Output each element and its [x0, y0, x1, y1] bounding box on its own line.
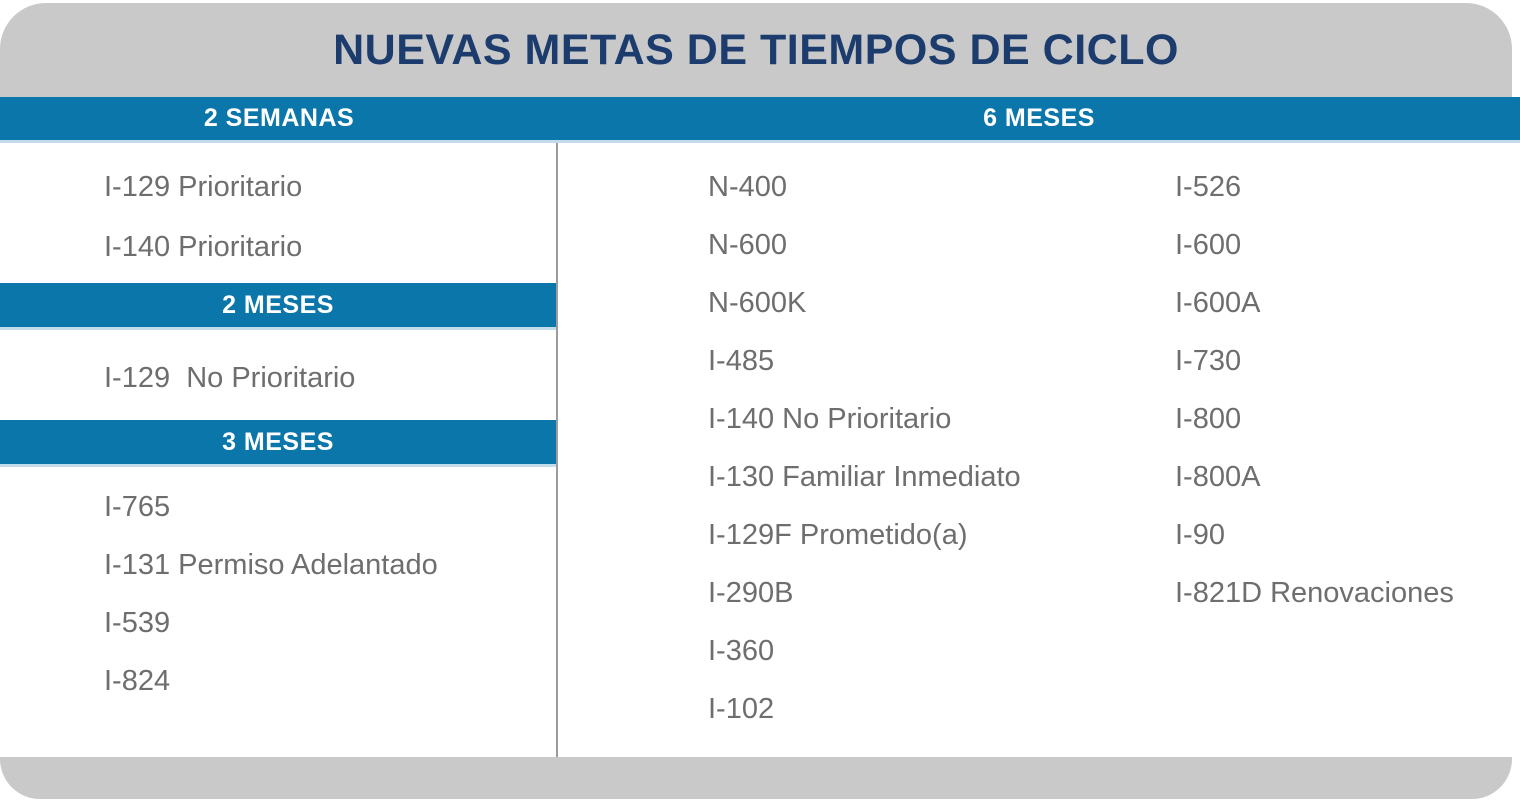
list-item: N-400 [708, 170, 787, 203]
section-bar-2-meses: 2 MESES [0, 283, 556, 330]
spacer [0, 143, 556, 157]
list-item: I-539 [104, 606, 171, 639]
list-item: N-600 [708, 228, 787, 261]
list-item: I-360 [708, 634, 775, 667]
list-item: I-140 No Prioritario [708, 402, 952, 435]
header-6-meses: 6 MESES [983, 104, 1095, 132]
spacer [0, 330, 556, 348]
six-month-column-1: N-400 N-600 N-600K I-485 I-140 No Priori… [558, 143, 1039, 757]
list-item: I-526 [1175, 170, 1242, 203]
list-item: I-485 [708, 344, 775, 377]
list-item: I-600 [1175, 228, 1242, 261]
list-item: I-730 [1175, 344, 1242, 377]
title-bar: NUEVAS METAS DE TIEMPOS DE CICLO [0, 3, 1512, 97]
list-item: I-130 Familiar Inmediato [708, 460, 1021, 493]
list-item: I-140 Prioritario [104, 230, 303, 263]
list-item: I-90 [1175, 518, 1225, 551]
list-item: I-129F Prometido(a) [708, 518, 968, 551]
list-item: I-824 [104, 664, 171, 697]
content-area: I-129 Prioritario I-140 Prioritario 2 ME… [0, 143, 1520, 757]
header-2-semanas: 2 SEMANAS [203, 104, 355, 132]
list-item: I-290B [708, 576, 794, 609]
six-month-area: N-400 N-600 N-600K I-485 I-140 No Priori… [558, 143, 1520, 757]
list-item: I-800A [1175, 460, 1261, 493]
list-item: N-600K [708, 286, 807, 319]
time-header-row: 2 SEMANAS 6 MESES [0, 97, 1520, 143]
list-item: I-600A [1175, 286, 1261, 319]
list-item: I-765 [104, 490, 171, 523]
list-item: I-131 Permiso Adelantado [104, 548, 438, 581]
list-item: I-129 No Prioritario [104, 361, 356, 394]
list-item: I-102 [708, 692, 775, 725]
section-bar-3-meses: 3 MESES [0, 420, 556, 467]
footer-bar [0, 757, 1512, 799]
list-item: I-821D Renovaciones [1175, 576, 1454, 609]
spacer [0, 408, 556, 420]
six-month-column-2: I-526 I-600 I-600A I-730 I-800 I-800A I-… [1039, 143, 1520, 757]
list-item: I-129 Prioritario [104, 170, 303, 203]
spacer [0, 467, 556, 478]
list-item: I-800 [1175, 402, 1242, 435]
left-column: I-129 Prioritario I-140 Prioritario 2 ME… [0, 143, 558, 757]
page-title: NUEVAS METAS DE TIEMPOS DE CICLO [333, 25, 1179, 74]
